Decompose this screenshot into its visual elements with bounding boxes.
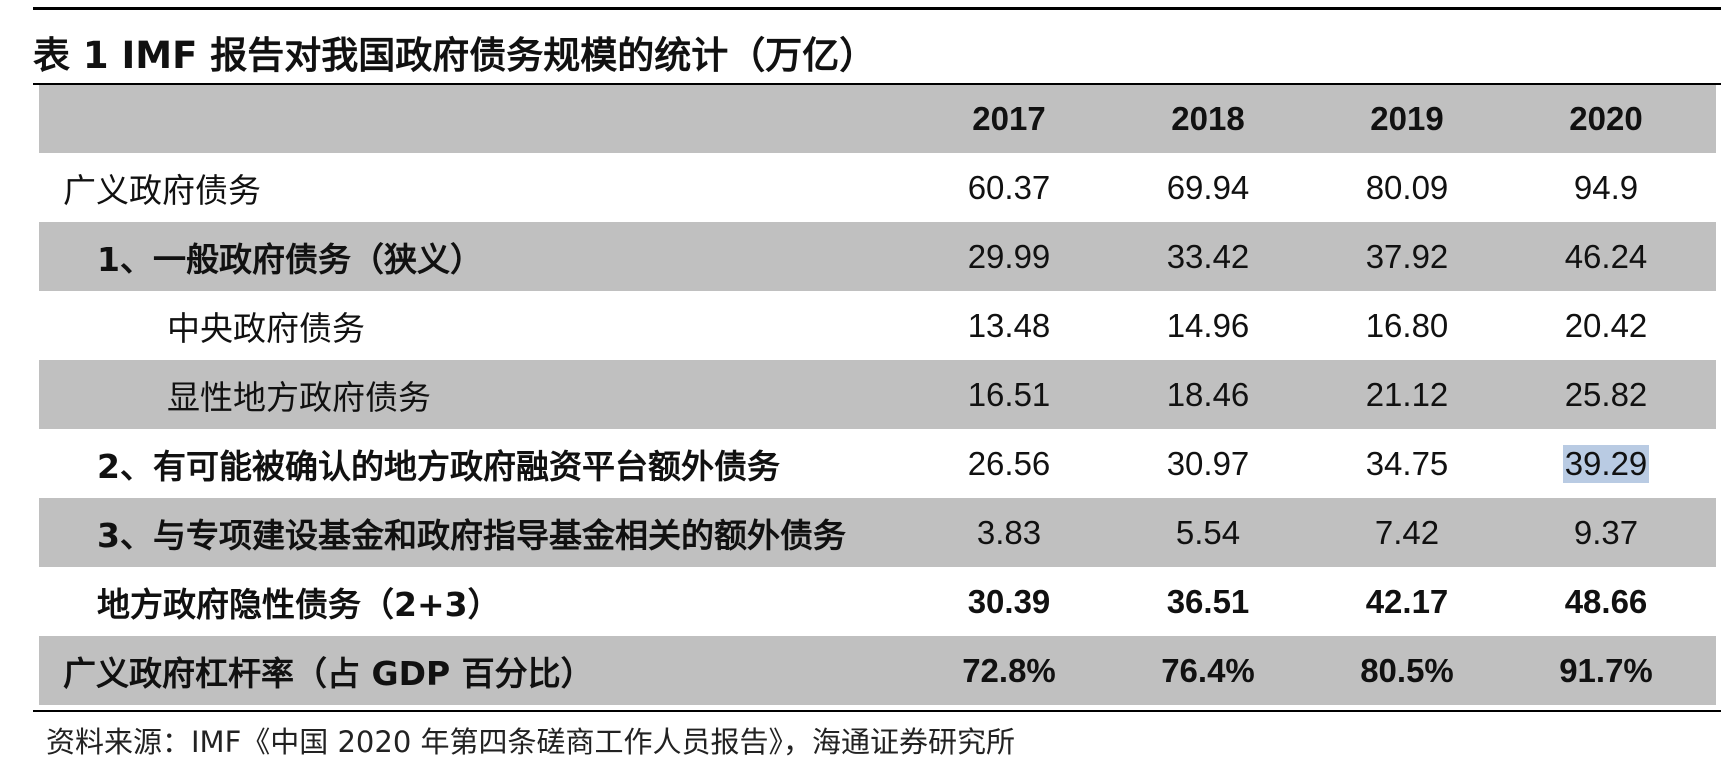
table-row-lgfv-extra-debt: 2、有可能被确认的地方政府融资平台额外债务 26.56 30.97 34.75 …: [39, 429, 1716, 498]
table-cell: 29.99: [967, 237, 1051, 275]
table-cell: 18.46: [1166, 375, 1250, 413]
table-top-rule: [33, 83, 1721, 85]
table-cell: 9.37: [1573, 513, 1639, 551]
table-row-broad-government-debt: 广义政府债务 60.37 69.94 80.09 94.9: [39, 153, 1716, 222]
table-cell: 34.75: [1365, 444, 1449, 482]
year-header-2017: 2017: [972, 100, 1046, 137]
table-cell: 3.83: [976, 513, 1042, 551]
table-cell: 80.09: [1365, 168, 1449, 206]
row-label: 广义政府债务: [63, 170, 261, 210]
top-rule: [33, 7, 1721, 10]
table-row-fund-extra-debt: 3、与专项建设基金和政府指导基金相关的额外债务 3.83 5.54 7.42 9…: [39, 498, 1716, 567]
table-cell: 48.66: [1564, 582, 1648, 620]
table-cell: 16.51: [967, 375, 1051, 413]
debt-table: 2017 2018 2019 2020 广义政府债务 60.37 69.94 8…: [39, 85, 1716, 705]
table-cell: 14.96: [1166, 306, 1250, 344]
year-header-2020: 2020: [1569, 100, 1643, 137]
row-label: 中央政府债务: [167, 308, 365, 348]
table-cell: 13.48: [967, 306, 1051, 344]
table-cell: 91.7%: [1559, 651, 1653, 689]
selected-text-highlight[interactable]: 39.29: [1562, 444, 1650, 483]
table-cell: 5.54: [1175, 513, 1241, 551]
table-row-explicit-local-debt: 显性地方政府债务 16.51 18.46 21.12 25.82: [39, 360, 1716, 429]
table-row-general-government-debt: 1、一般政府债务（狭义） 29.99 33.42 37.92 46.24: [39, 222, 1716, 291]
table-cell: 20.42: [1564, 306, 1648, 344]
table-cell: 80.5%: [1360, 651, 1454, 689]
table-cell: 94.9: [1573, 168, 1639, 206]
row-label: 3、与专项建设基金和政府指导基金相关的额外债务: [97, 515, 846, 555]
table-row-leverage-ratio: 广义政府杠杆率（占 GDP 百分比） 72.8% 76.4% 80.5% 91.…: [39, 636, 1716, 705]
row-label: 2、有可能被确认的地方政府融资平台额外债务: [97, 446, 780, 486]
table-cell: 76.4%: [1161, 651, 1255, 689]
table-cell: 25.82: [1564, 375, 1648, 413]
table-cell: 46.24: [1564, 237, 1648, 275]
table-cell: 30.97: [1166, 444, 1250, 482]
row-label: 广义政府杠杆率（占 GDP 百分比）: [63, 653, 594, 693]
table-cell: 21.12: [1365, 375, 1449, 413]
table-cell: 16.80: [1365, 306, 1449, 344]
year-header-2018: 2018: [1171, 100, 1245, 137]
year-header-2019: 2019: [1370, 100, 1444, 137]
table-row-implicit-local-debt: 地方政府隐性债务（2+3） 30.39 36.51 42.17 48.66: [39, 567, 1716, 636]
table-caption: 表 1 IMF 报告对我国政府债务规模的统计（万亿）: [33, 34, 877, 77]
row-label: 显性地方政府债务: [167, 377, 431, 417]
table-header-row: 2017 2018 2019 2020: [39, 85, 1716, 153]
table-cell: 33.42: [1166, 237, 1250, 275]
source-note: 资料来源：IMF《中国 2020 年第四条磋商工作人员报告》，海通证券研究所: [46, 725, 1015, 759]
table-cell: 42.17: [1365, 582, 1449, 620]
table-cell: 69.94: [1166, 168, 1250, 206]
table-cell: 30.39: [967, 582, 1051, 620]
row-label: 1、一般政府债务（狭义）: [97, 239, 483, 279]
row-label: 地方政府隐性债务（2+3）: [97, 584, 501, 624]
table-cell: 37.92: [1365, 237, 1449, 275]
table-row-central-government-debt: 中央政府债务 13.48 14.96 16.80 20.42: [39, 291, 1716, 360]
table-cell: 26.56: [967, 444, 1051, 482]
table-cell: 36.51: [1166, 582, 1250, 620]
table-cell: 7.42: [1374, 513, 1440, 551]
table-cell: 72.8%: [962, 651, 1056, 689]
table-cell: 60.37: [967, 168, 1051, 206]
table-bottom-rule: [33, 710, 1721, 712]
table-cell-selected[interactable]: 39.29: [1516, 429, 1696, 498]
